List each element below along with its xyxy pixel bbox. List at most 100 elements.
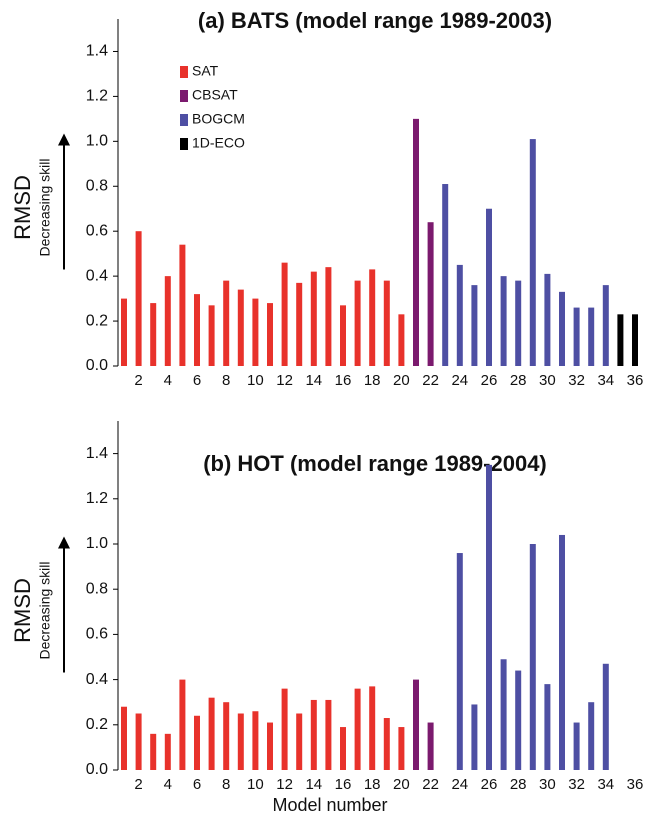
x-tick-label: 16 (335, 776, 352, 793)
bar (602, 663, 609, 770)
y-tick-label: 1.0 (86, 535, 108, 552)
bar (559, 291, 565, 366)
bar (179, 679, 186, 770)
bar (150, 733, 157, 770)
x-tick-label: 16 (335, 372, 352, 389)
bar (588, 702, 595, 770)
x-tick-label: 28 (510, 776, 527, 793)
bar (398, 314, 405, 366)
y-tick-label: 1.2 (86, 88, 108, 105)
bar (573, 307, 580, 366)
legend-swatch (180, 138, 188, 150)
bar (121, 706, 127, 770)
x-tick-label: 10 (247, 372, 264, 389)
annotation: Decreasing skill (37, 561, 53, 659)
bar (237, 289, 244, 366)
x-tick-label: 34 (597, 776, 614, 793)
bar (486, 464, 492, 770)
legend-label: 1D-ECO (192, 135, 245, 151)
x-tick-label: 36 (627, 776, 644, 793)
annotation: Decreasing skill (37, 158, 53, 256)
x-tick-label: 8 (222, 372, 230, 389)
bar (383, 718, 390, 770)
x-tick-label: 36 (627, 372, 644, 389)
x-tick-label: 32 (568, 372, 585, 389)
bar (413, 679, 419, 770)
y-tick-label: 0.8 (86, 580, 108, 597)
bar (179, 244, 186, 366)
bar (456, 553, 463, 770)
bar (529, 139, 536, 366)
y-tick-label: 1.4 (86, 445, 108, 462)
bar (208, 305, 215, 366)
bar (544, 684, 551, 770)
bar (325, 699, 332, 770)
bar (223, 702, 230, 770)
y-tick-label: 0.2 (86, 312, 108, 329)
y-tick-label: 1.4 (86, 43, 108, 60)
y-tick-label: 0.4 (86, 671, 108, 688)
bar (471, 285, 478, 366)
bar (632, 314, 638, 366)
bar (340, 305, 346, 366)
x-tick-label: 20 (393, 372, 410, 389)
bar (559, 534, 565, 770)
chart-title: (b) HOT (model range 1989-2004) (203, 451, 547, 476)
legend-label: CBSAT (192, 87, 238, 103)
bar (135, 713, 142, 770)
x-tick-label: 34 (597, 372, 614, 389)
y-tick-label: 1.2 (86, 490, 108, 507)
bar (617, 314, 624, 366)
bar (310, 699, 317, 770)
x-tick-label: 24 (451, 372, 468, 389)
bar (500, 659, 507, 770)
bar (121, 298, 127, 366)
bar (427, 222, 434, 366)
bar (267, 722, 273, 770)
y-tick-label: 1.0 (86, 133, 108, 150)
bar (194, 294, 200, 366)
x-tick-label: 24 (451, 776, 468, 793)
x-tick-label: 4 (164, 776, 172, 793)
bar (398, 727, 405, 770)
bar (208, 697, 215, 770)
bar (252, 711, 259, 770)
bar (413, 118, 419, 366)
x-tick-label: 18 (364, 776, 381, 793)
x-tick-label: 32 (568, 776, 585, 793)
x-tick-label: 4 (164, 372, 172, 389)
x-tick-label: 14 (305, 372, 322, 389)
bar (296, 282, 303, 366)
legend-label: BOGCM (192, 111, 245, 127)
bar (325, 267, 332, 366)
bar (515, 280, 522, 366)
bar (340, 727, 346, 770)
y-tick-label: 0.8 (86, 177, 108, 194)
bar (354, 688, 361, 770)
x-tick-label: 26 (481, 776, 498, 793)
x-tick-label: 28 (510, 372, 527, 389)
x-tick-label: 26 (481, 372, 498, 389)
x-tick-label: 10 (247, 776, 264, 793)
legend-swatch (180, 66, 188, 78)
bar (237, 713, 244, 770)
legend-swatch (180, 114, 188, 126)
y-tick-label: 0.6 (86, 222, 108, 239)
bar (500, 276, 507, 366)
bar (135, 231, 142, 366)
bar (602, 285, 609, 366)
bar (164, 276, 171, 366)
bar (588, 307, 595, 366)
x-tick-label: 20 (393, 776, 410, 793)
y-axis-label: RMSD (10, 578, 35, 643)
x-tick-label: 30 (539, 372, 556, 389)
bar (544, 273, 551, 366)
bar (383, 280, 390, 366)
x-tick-label: 22 (422, 372, 439, 389)
bar (442, 184, 449, 366)
bar (296, 713, 303, 770)
x-tick-label: 30 (539, 776, 556, 793)
bar (267, 303, 273, 366)
bar (252, 298, 259, 366)
